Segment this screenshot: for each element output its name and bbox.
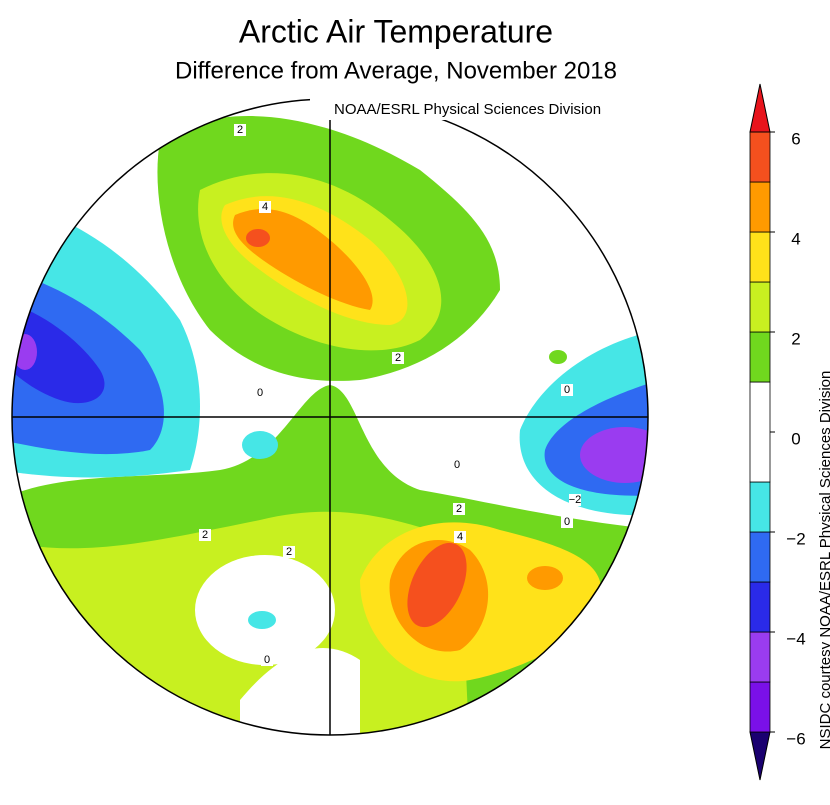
colorbar-band [749, 581, 771, 633]
warm-core [246, 229, 270, 247]
colorbar-tick-label: 6 [791, 129, 800, 148]
warm-spot [527, 566, 563, 590]
contour-label: 2 [395, 352, 401, 364]
credit: NOAA/ESRL Physical Sciences Division [334, 101, 601, 118]
contour-label-bg [254, 387, 266, 399]
contour-label: 4 [457, 531, 463, 543]
colorbar-arrow [749, 731, 771, 781]
contour-label-bg [569, 494, 581, 506]
contour-label: 2 [286, 546, 292, 558]
colorbar-tick-label: −4 [786, 629, 805, 648]
contour-label: 0 [257, 387, 263, 399]
side-credit: NSIDC courtesy NOAA/ESRL Physical Scienc… [817, 371, 830, 750]
neutral-region [195, 555, 335, 665]
colorbar-band [749, 131, 771, 183]
contour-label-bg [259, 201, 271, 213]
contour-label-bg [392, 352, 404, 364]
colorbar-band [749, 331, 771, 383]
warm-spot [549, 350, 567, 364]
cold-core [580, 427, 648, 483]
credit-box [310, 98, 650, 120]
contour-label: 0 [564, 384, 570, 396]
title: Arctic Air Temperature [239, 13, 553, 49]
colorbar-band [749, 481, 771, 533]
colorbar-band [749, 531, 771, 583]
contour-label: 0 [264, 654, 270, 666]
colorbar-tick-label: 2 [791, 329, 800, 348]
contour-label-bg [561, 516, 573, 528]
contour-label: 0 [564, 516, 570, 528]
colorbar-tick-label: 0 [791, 429, 800, 448]
warm-core [407, 542, 467, 628]
cold-spot [242, 431, 278, 459]
contour-label: 2 [237, 124, 243, 136]
colorbar-band [749, 231, 771, 283]
colorbar-band [749, 381, 771, 483]
colorbar-band [749, 681, 771, 733]
contour-label: −2 [569, 494, 582, 506]
contour-labels: 2 4 2 0 0 0 2 4 −2 0 2 2 0 [199, 124, 581, 666]
contour-label-bg [453, 503, 465, 515]
contour-label-bg [561, 384, 573, 396]
contour-label: 4 [262, 201, 268, 213]
colorbar-tick-label: 4 [791, 229, 800, 248]
contour-label-bg [234, 124, 246, 136]
contour-label-bg [451, 459, 463, 471]
cool-spot [248, 611, 276, 629]
contour-label-bg [283, 546, 295, 558]
colorbar-tick-label: −2 [786, 529, 805, 548]
colorbar: 6 4 2 0 −2 −4 −6 [749, 83, 806, 781]
map-field [12, 99, 648, 735]
colorbar-arrow [749, 83, 771, 133]
contour-label: 0 [454, 459, 460, 471]
colorbar-tick-label: −6 [786, 729, 805, 748]
colorbar-band [749, 181, 771, 233]
contour-label: 2 [456, 503, 462, 515]
contour-label-bg [199, 529, 211, 541]
subtitle: Difference from Average, November 2018 [175, 57, 617, 84]
contour-label-bg [261, 654, 273, 666]
contour-label: 2 [202, 529, 208, 541]
contour-label-bg [454, 531, 466, 543]
colorbar-band [749, 631, 771, 683]
colorbar-band [749, 281, 771, 333]
